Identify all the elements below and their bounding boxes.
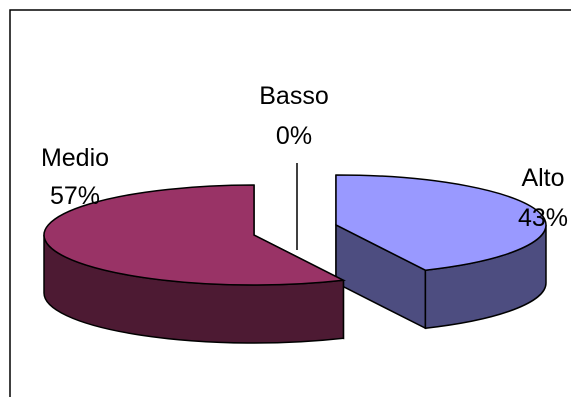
slice-label-medio-name: Medio bbox=[41, 144, 109, 172]
pie-slice-medio bbox=[43, 184, 347, 344]
pie-slice-alto bbox=[335, 174, 547, 330]
slice-label-basso-pct: 0% bbox=[276, 122, 312, 150]
pie-slice-medio-top bbox=[43, 184, 347, 286]
slice-label-medio-pct: 57% bbox=[50, 182, 100, 210]
slice-label-basso-name: Basso bbox=[259, 82, 328, 110]
pie-slice-alto-top bbox=[335, 174, 547, 271]
chart-frame bbox=[9, 9, 571, 397]
slice-label-alto-name: Alto bbox=[521, 164, 564, 192]
slice-label-alto-pct: 43% bbox=[518, 204, 568, 232]
pie-slices bbox=[43, 174, 547, 344]
